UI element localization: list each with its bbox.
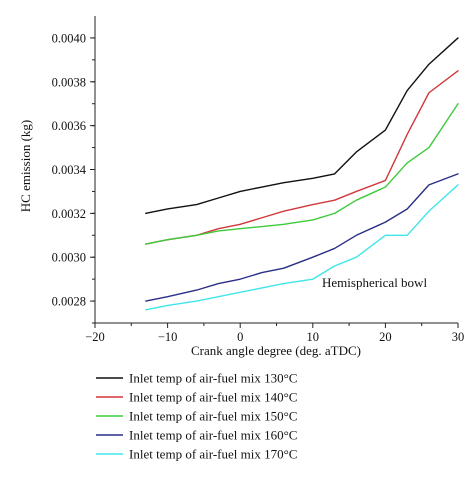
y-axis: 0.0028 0.0030 0.0032 0.0034 0.0036 0.0038 0.00…: [52, 31, 95, 324]
legend-label-3: Inlet temp of air-fuel mix 150°C: [129, 409, 297, 424]
y-tick-label: 0.0030: [52, 251, 86, 265]
y-axis-title: HC emission (kg): [18, 120, 33, 212]
series-line-5: [145, 184, 459, 311]
legend-label-4: Inlet temp of air-fuel mix 160°C: [129, 428, 297, 443]
chart-annotation: Hemispherical bowl: [322, 275, 427, 290]
x-tick-label: 10: [307, 330, 320, 344]
y-tick-label: 0.0034: [52, 163, 87, 177]
x-tick-label: 20: [379, 330, 392, 344]
x-axis: −20 −10 0 10 20 30: [85, 323, 464, 344]
y-tick-label: 0.0032: [52, 207, 86, 221]
series-line-2: [145, 70, 459, 245]
x-tick-label: −10: [158, 330, 178, 344]
x-axis-title: Crank angle degree (deg. aTDC): [191, 343, 361, 358]
y-tick-label: 0.0038: [52, 75, 86, 89]
legend-label-1: Inlet temp of air-fuel mix 130°C: [129, 371, 297, 386]
y-tick-label: 0.0040: [52, 31, 86, 45]
legend-label-5: Inlet temp of air-fuel mix 170°C: [129, 447, 297, 462]
legend: Inlet temp of air-fuel mix 130°C Inlet te…: [96, 371, 297, 462]
legend-label-2: Inlet temp of air-fuel mix 140°C: [129, 390, 297, 405]
y-tick-label: 0.0036: [52, 119, 86, 133]
series-line-1: [145, 37, 459, 215]
x-tick-label: 0: [237, 330, 243, 344]
y-tick-label: 0.0028: [52, 295, 86, 309]
series-line-3: [145, 103, 459, 245]
series-layer: [145, 37, 459, 311]
series-line-4: [145, 173, 459, 302]
x-tick-label: 30: [452, 330, 465, 344]
x-tick-label: −20: [85, 330, 105, 344]
